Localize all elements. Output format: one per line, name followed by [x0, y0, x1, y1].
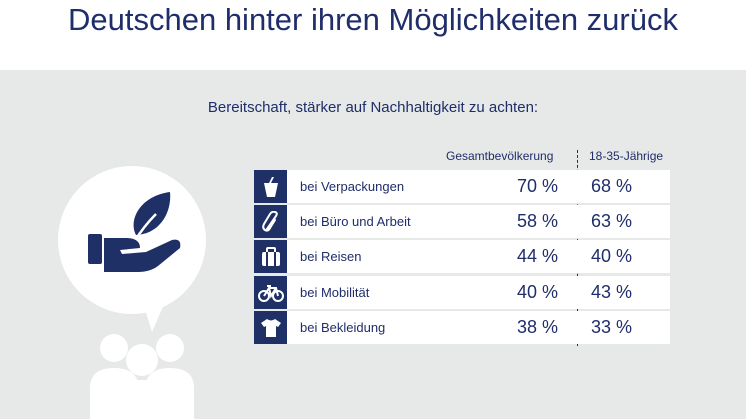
suitcase-icon: [254, 240, 287, 273]
row-label: bei Büro und Arbeit: [300, 214, 411, 229]
value-total: 44 %: [517, 246, 559, 266]
table-row: bei Büro und Arbeit 58 % 63 %: [254, 205, 670, 238]
column-header-total: Gesamtbevölkerung: [446, 149, 554, 163]
table-row: bei Reisen 44 % 40 %: [254, 240, 670, 273]
value-total: 38 %: [517, 317, 559, 337]
bicycle-icon: [254, 276, 287, 309]
value-young: 63 %: [591, 211, 633, 231]
hand-leaf-icon: [88, 192, 181, 272]
value-young: 68 %: [591, 176, 633, 196]
value-young: 43 %: [591, 282, 633, 302]
row-label: bei Reisen: [300, 249, 362, 264]
headline: Deutschen hinter ihren Möglichkeiten zur…: [68, 2, 678, 37]
people-icon: [90, 334, 194, 419]
table-row: bei Bekleidung 38 % 33 %: [254, 311, 670, 344]
value-total: 58 %: [517, 211, 559, 231]
value-young: 40 %: [591, 246, 633, 266]
tshirt-icon: [254, 311, 287, 344]
row-label: bei Verpackungen: [300, 179, 405, 194]
yogurt-cup-icon: [254, 170, 287, 203]
value-young: 33 %: [591, 317, 633, 337]
paperclip-icon: [254, 205, 287, 238]
row-label: bei Mobilität: [300, 285, 370, 300]
value-total: 40 %: [517, 282, 559, 302]
hand-leaf-illustration: [58, 166, 206, 419]
table-row: bei Verpackungen 70 % 68 %: [254, 170, 670, 203]
row-label: bei Bekleidung: [300, 320, 386, 335]
speech-bubble: [58, 166, 206, 332]
table-row: bei Mobilität 40 % 43 %: [254, 276, 670, 309]
chart-title: Bereitschaft, stärker auf Nachhaltigkeit…: [207, 99, 539, 116]
value-total: 70 %: [517, 176, 559, 196]
column-header-young: 18-35-Jährige: [589, 149, 664, 163]
